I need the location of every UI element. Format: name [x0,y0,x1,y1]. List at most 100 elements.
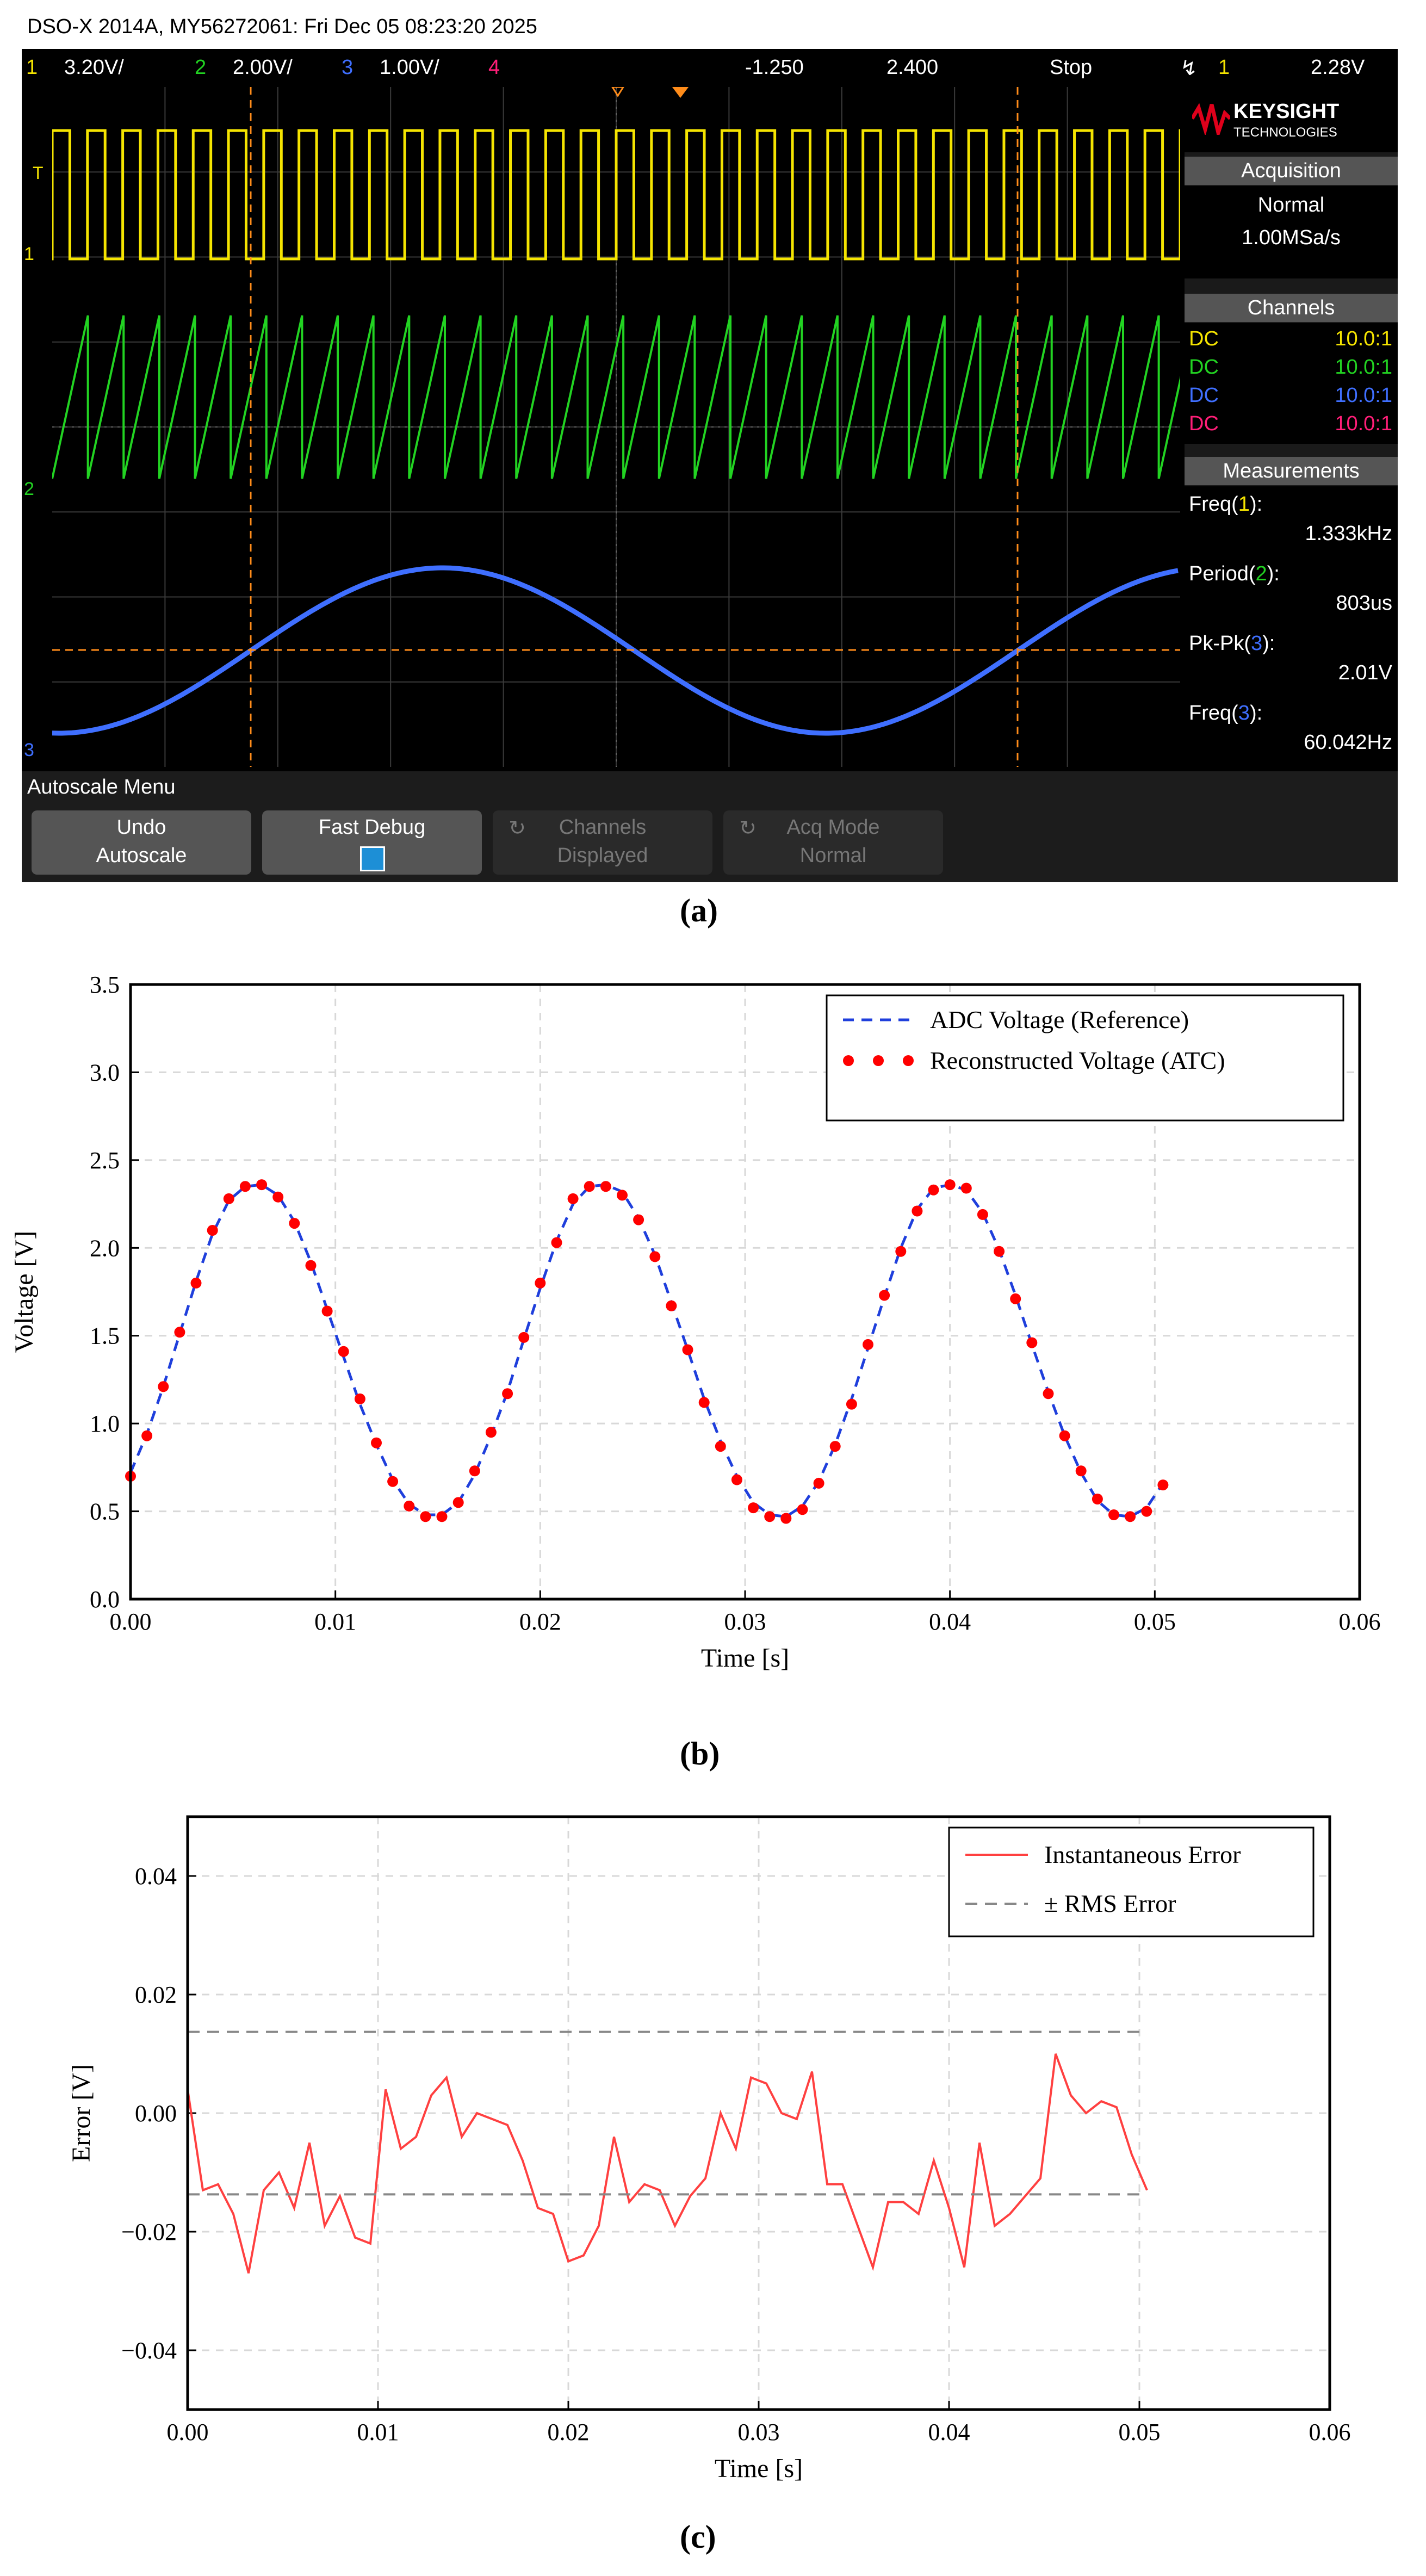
trigger-level[interactable]: 2.28V [1311,56,1365,79]
x-tick-label: 0.01 [357,2419,399,2445]
channels-header[interactable]: Channels [1185,294,1398,322]
reconstructed-voltage-point [633,1214,644,1225]
reconstructed-voltage-point [813,1477,824,1489]
ch4-number[interactable]: 4 [488,56,500,79]
plot-frame [129,983,1361,1601]
scope-header-text: DSO-X 2014A, MY56272061: Fri Dec 05 08:2… [27,15,537,38]
reconstructed-voltage-point [617,1190,628,1201]
measurements-list: Freq(1): 1.333kHz Period(2): 803us Pk-Pk(3):… [1185,486,1398,767]
x-tick-label: 0.02 [548,2419,590,2445]
y-tick-label: −0.02 [121,2219,177,2245]
ch2-scale[interactable]: 2.00V/ [233,56,293,79]
ch2-number[interactable]: 2 [195,56,207,79]
reconstructed-voltage-point [190,1277,202,1289]
reconstructed-voltage-point [338,1346,349,1357]
error-chart: 0.00 0.01 0.02 0.03 0.04 0.05 0.06 −0.04 −0.02 0.… [67,1815,1351,2483]
run-state[interactable]: Stop [1050,56,1093,79]
trigger-source[interactable]: 1 [1218,56,1230,79]
reconstructed-voltage-point [141,1430,153,1441]
reconstructed-voltage-point [502,1388,513,1400]
channel-coupling: DC [1189,356,1219,379]
legend-box [948,1826,1315,1937]
reconstructed-voltage-point [1108,1509,1119,1520]
y-tick-label: 0.00 [135,2100,177,2127]
trigger-level-marker: T [33,163,44,183]
reconstructed-voltage-point [698,1397,710,1408]
acq-mode-button[interactable]: ↻ Acq Mode Normal [723,810,943,875]
reconstructed-voltage-point [239,1181,251,1192]
reconstructed-voltage-point [994,1246,1005,1257]
ch1-number[interactable]: 1 [26,56,38,79]
ch1-ground-marker[interactable]: 1 [24,244,34,264]
x-tick-label: 0.02 [519,1608,561,1635]
trigger-position-marker-icon [611,87,624,97]
keysight-logo: KEYSIGHT TECHNOLOGIES [1185,87,1398,152]
y-tick-label: 1.5 [90,1323,120,1349]
reconstructed-voltage-point [567,1193,579,1204]
legend-label-reconstructed: Reconstructed Voltage (ATC) [930,1046,1225,1074]
softkey-menu: Autoscale Menu Undo Autoscale Fast Debug… [22,771,1398,882]
undo-autoscale-button[interactable]: Undo Autoscale [32,810,251,875]
button-label-line1: Undo [116,816,166,839]
menu-title: Autoscale Menu [27,776,176,798]
fast-debug-button[interactable]: Fast Debug [262,810,482,875]
ch3-sine-trace [52,565,1179,736]
y-axis-label: Voltage [V] [10,1231,39,1353]
measurement-label: Freq( [1189,702,1238,725]
ch1-scale[interactable]: 3.20V/ [64,56,124,79]
measurement-channel: 3 [1251,632,1263,655]
y-tick-label: 3.5 [90,971,120,998]
measurements-header[interactable]: Measurements [1185,457,1398,485]
time-reference-marker-icon [672,87,689,98]
channels-table: DC 10.0:1 DC 10.0:1 DC 10.0:1 DC 10.0:1 [1185,323,1398,444]
voltage-chart: 0.00 0.01 0.02 0.03 0.04 0.05 0.06 0.0 0.5 1.0 1.5… [10,971,1381,1673]
plot-frame [186,1815,1331,2411]
reconstructed-voltage-point [174,1327,185,1338]
instantaneous-error-line [187,2053,1148,2274]
legend-swatch-reconstructed [903,1055,914,1066]
button-label-line1: Channels [559,816,647,839]
measurement-label: Period( [1189,562,1256,585]
ch3-scale[interactable]: 1.00V/ [380,56,439,79]
y-tick-label: 2.5 [90,1147,120,1174]
measurement-value: 1.333kHz [1305,522,1392,545]
fast-debug-checkbox[interactable] [360,846,385,871]
reconstructed-voltage-point [797,1504,808,1515]
ch2-ground-marker[interactable]: 2 [24,479,34,499]
measurement-label: Pk-Pk( [1189,632,1251,655]
scope-header: DSO-X 2014A, MY56272061: Fri Dec 05 08:2… [22,0,1398,49]
reconstructed-voltage-point [535,1277,546,1289]
ch3-number[interactable]: 3 [342,56,354,79]
measurement-name[interactable]: Period(2): [1189,562,1280,586]
reconstructed-voltage-point [584,1181,595,1192]
measurement-value: 2.01V [1338,661,1392,684]
measurement-name[interactable]: Pk-Pk(3): [1189,632,1275,655]
reconstructed-voltage-point [879,1290,890,1301]
waveform-display[interactable] [52,87,1180,767]
channels-displayed-button[interactable]: ↻ Channels Displayed [493,810,712,875]
ch2-sawtooth-trace [52,315,1180,479]
panel-label-a: (a) [680,893,718,928]
x-tick-label: 0.00 [167,2419,209,2445]
reconstructed-voltage-point [1092,1494,1103,1504]
reconstructed-voltage-point [551,1237,562,1248]
time-scale[interactable]: 2.400 [886,56,939,79]
y-tick-label: 0.0 [90,1586,120,1613]
reconstructed-voltage-point [518,1332,530,1343]
reconstructed-voltage-point [731,1474,742,1485]
y-tick-label: −0.04 [121,2337,177,2364]
reconstructed-voltage-point [764,1511,776,1522]
measurement-value: 60.042Hz [1304,731,1392,754]
reconstructed-voltage-point [600,1181,611,1192]
measurement-name[interactable]: Freq(3): [1189,702,1262,725]
button-label-line1: Fast Debug [318,816,426,839]
acquisition-header[interactable]: Acquisition [1185,157,1398,185]
channel-probe-ratio: 10.0:1 [1335,327,1392,350]
measurement-name[interactable]: Freq(1): [1189,493,1262,516]
x-tick-label: 0.05 [1119,2419,1161,2445]
ch3-ground-marker[interactable]: 3 [24,740,34,760]
reconstructed-voltage-point [289,1218,300,1229]
time-position[interactable]: -1.250 [745,56,804,79]
legend: ADC Voltage (Reference) Reconstructed Vol… [826,994,1344,1122]
button-label-line2: Autoscale [96,844,187,867]
